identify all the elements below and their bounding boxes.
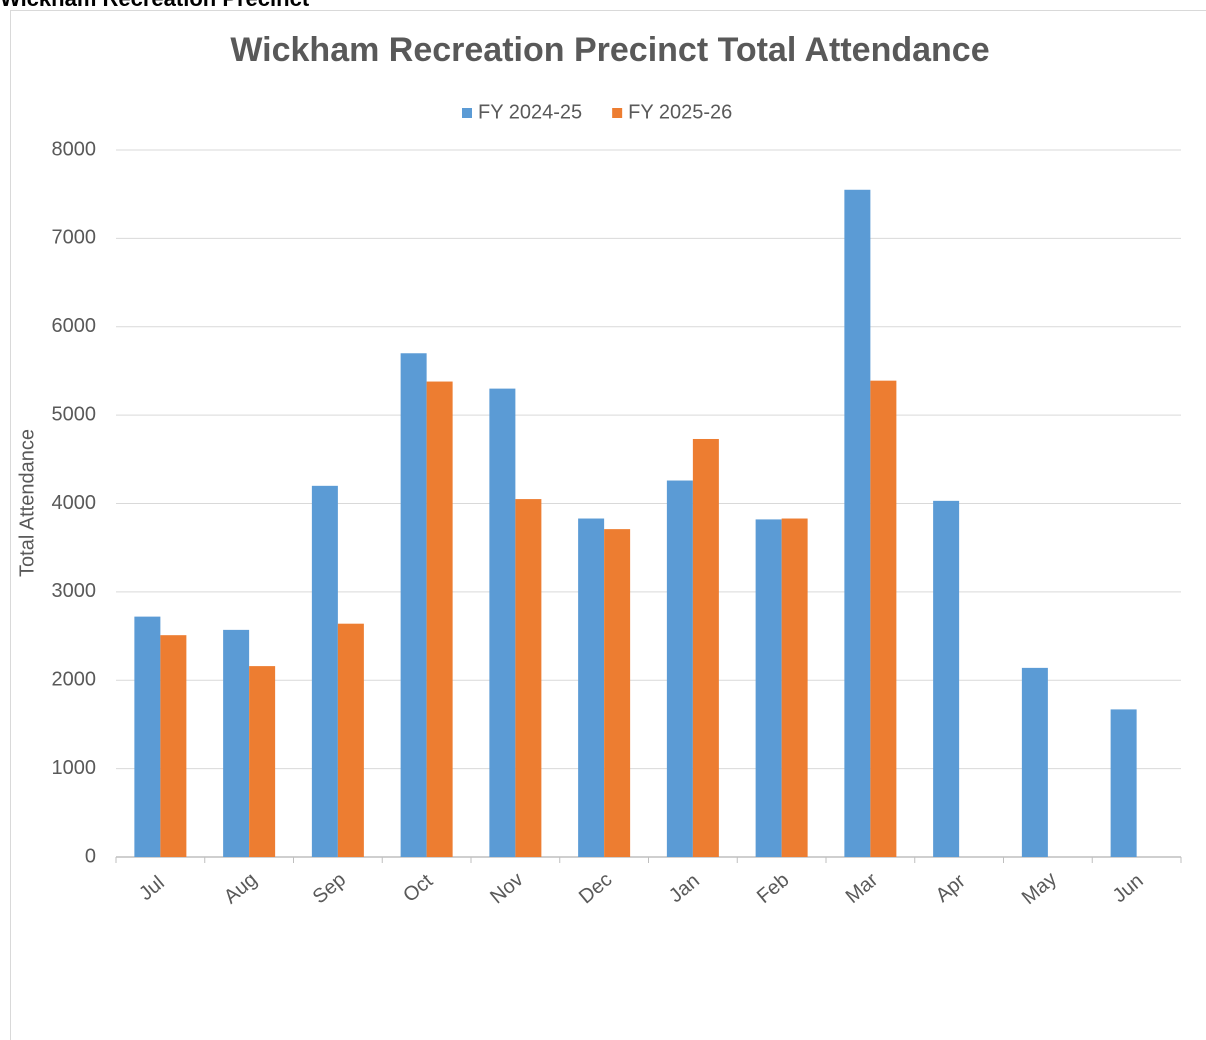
x-tick-label: Mar	[842, 869, 883, 908]
y-tick-label: 3000	[52, 580, 97, 602]
bar	[933, 500, 960, 857]
bar	[337, 623, 364, 857]
bar	[604, 529, 631, 857]
bar	[426, 381, 453, 857]
bar	[666, 480, 693, 857]
bar	[134, 616, 161, 857]
legend-label: FY 2025-26	[628, 101, 732, 123]
bar	[755, 519, 782, 857]
x-tick-label: Dec	[575, 869, 616, 909]
x-tick-label: Oct	[399, 870, 437, 907]
x-tick-label: Sep	[309, 869, 350, 909]
y-tick-label: 4000	[52, 492, 97, 514]
y-tick-label: 8000	[52, 138, 97, 160]
bar	[400, 353, 427, 857]
bar	[311, 485, 338, 857]
legend-swatch	[462, 108, 472, 118]
bar	[578, 518, 605, 857]
page-heading: Wickham Recreation Precinct	[0, 0, 309, 12]
bar	[249, 666, 276, 857]
bar	[489, 388, 516, 857]
bar	[692, 438, 719, 857]
x-tick-label: Jun	[1109, 870, 1148, 908]
bar	[515, 499, 542, 857]
y-tick-label: 2000	[52, 669, 97, 691]
x-tick-label: May	[1018, 868, 1061, 909]
x-tick-label: Feb	[753, 869, 794, 908]
bar	[781, 518, 808, 857]
y-tick-label: 7000	[52, 227, 97, 249]
x-tick-label: Aug	[220, 869, 261, 909]
bar	[870, 380, 897, 857]
y-tick-label: 6000	[52, 315, 97, 337]
bar	[223, 629, 250, 857]
y-tick-label: 5000	[52, 403, 97, 425]
y-axis-label: Total Attendance	[16, 429, 38, 577]
x-tick-label: Jan	[665, 870, 704, 908]
bar	[160, 635, 187, 857]
bar	[1021, 667, 1048, 857]
x-tick-label: Apr	[932, 870, 970, 907]
y-tick-label: 0	[85, 845, 96, 867]
bar	[1110, 709, 1137, 857]
legend-label: FY 2024-25	[478, 101, 582, 123]
chart-border	[10, 10, 1206, 1040]
x-tick-label: Nov	[486, 869, 527, 909]
y-tick-label: 1000	[52, 757, 97, 779]
bar	[844, 189, 871, 858]
chart-title: Wickham Recreation Precinct Total Attend…	[230, 31, 989, 69]
x-tick-label: Jul	[135, 872, 169, 905]
legend-swatch	[612, 108, 623, 118]
